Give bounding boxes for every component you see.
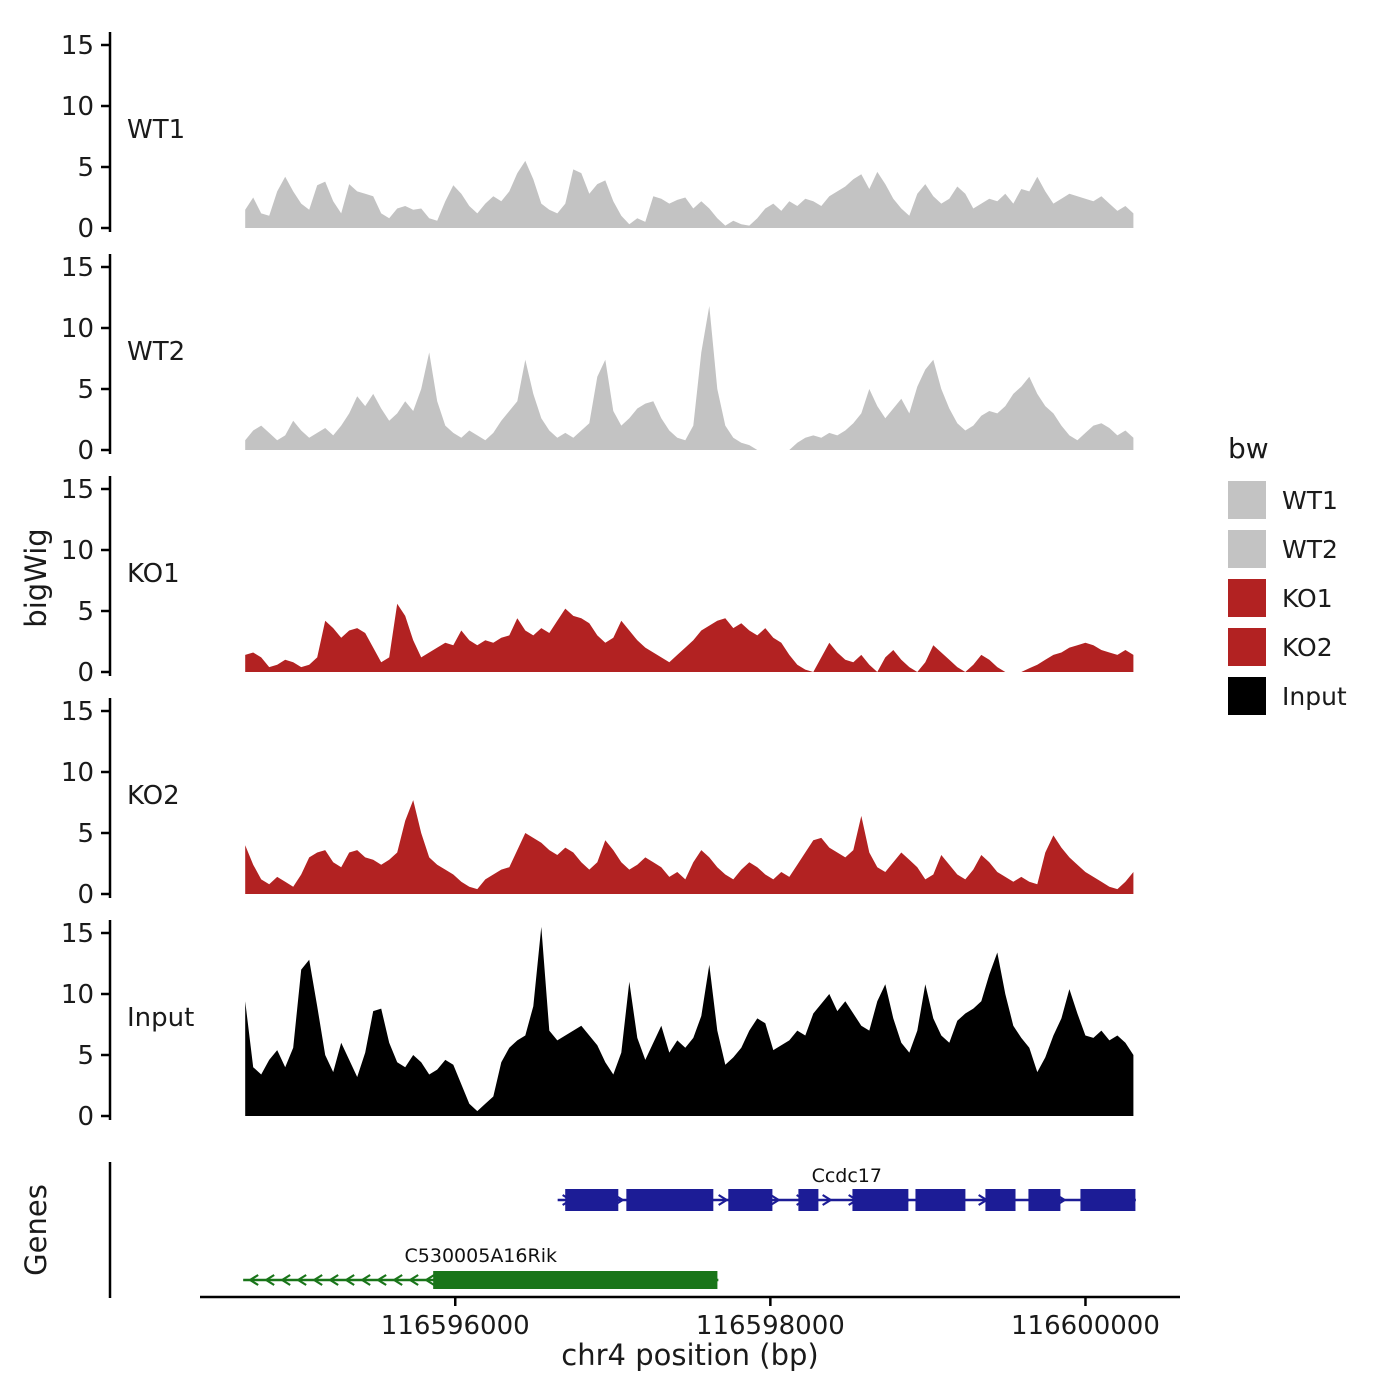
y-tick-label: 15	[61, 697, 94, 727]
legend-item-label: WT1	[1282, 485, 1338, 515]
strand-arrow-icon	[280, 1274, 291, 1286]
strand-arrow-icon	[360, 1274, 371, 1286]
y-tick-label: 5	[77, 153, 94, 183]
legend-swatch	[1228, 677, 1266, 715]
y-tick-label: 0	[77, 436, 94, 466]
y-tick-label: 15	[61, 919, 94, 949]
legend-item: WT1	[1228, 481, 1347, 519]
strand-arrow-icon	[312, 1274, 323, 1286]
x-tick-label: 116596000	[381, 1311, 530, 1341]
gene-exon	[852, 1189, 909, 1211]
y-tick-label: 5	[77, 819, 94, 849]
x-tick-label: 116600000	[1011, 1311, 1160, 1341]
track-label: WT1	[127, 115, 185, 145]
legend-item-label: KO1	[1282, 583, 1333, 613]
strand-arrow-icon	[248, 1274, 259, 1286]
strand-arrow-icon	[344, 1274, 355, 1286]
track-label: KO2	[127, 781, 180, 811]
gene-exon	[798, 1189, 819, 1211]
legend-item-label: Input	[1282, 681, 1347, 711]
strand-arrow-icon	[822, 1194, 833, 1206]
y-tick-label: 10	[61, 314, 94, 344]
y-tick-label: 10	[61, 92, 94, 122]
coverage-area-wt2	[245, 306, 1134, 450]
legend-title: bw	[1228, 432, 1269, 465]
legend-swatch	[1228, 579, 1266, 617]
strand-arrow-icon	[424, 1274, 435, 1286]
gene-exon	[985, 1189, 1016, 1211]
x-tick-label: 116598000	[696, 1311, 845, 1341]
y-tick-label: 5	[77, 597, 94, 627]
y-tick-label: 10	[61, 536, 94, 566]
y-tick-label: 10	[61, 758, 94, 788]
legend-swatch	[1228, 628, 1266, 666]
strand-arrow-icon	[328, 1274, 339, 1286]
strand-arrow-icon	[408, 1274, 419, 1286]
coverage-area-input	[245, 926, 1134, 1116]
gene-exon	[565, 1189, 619, 1211]
x-axis-title: chr4 position (bp)	[561, 1338, 819, 1372]
y-tick-label: 15	[61, 253, 94, 283]
legend-item: KO1	[1228, 579, 1347, 617]
gene-label: Ccdc17	[812, 1165, 882, 1187]
legend-item-label: KO2	[1282, 632, 1333, 662]
gene-exon	[1080, 1189, 1136, 1211]
strand-arrow-icon	[718, 1194, 729, 1206]
coverage-area-ko1	[245, 603, 1134, 672]
strand-arrow-icon	[264, 1274, 275, 1286]
y-tick-label: 0	[77, 1102, 94, 1132]
track-label: KO1	[127, 559, 180, 589]
gene-exon	[1028, 1189, 1061, 1211]
gene-exon	[626, 1189, 714, 1211]
gene-exon	[433, 1271, 718, 1289]
y-tick-label: 15	[61, 31, 94, 61]
strand-arrow-icon	[392, 1274, 403, 1286]
track-label: Input	[127, 1003, 194, 1033]
legend-item: KO2	[1228, 628, 1347, 666]
y-tick-label: 15	[61, 475, 94, 505]
gene-exon	[915, 1189, 966, 1211]
legend-items: WT1 WT2 KO1 KO2 Input	[1228, 481, 1347, 715]
y-tick-label: 0	[77, 880, 94, 910]
legend-item: WT2	[1228, 530, 1347, 568]
strand-arrow-icon	[376, 1274, 387, 1286]
legend: bw WT1 WT2 KO1 KO2 Input	[1228, 432, 1347, 726]
y-tick-label: 0	[77, 658, 94, 688]
gene-exon	[728, 1189, 773, 1211]
genes-axis-title: Genes	[19, 1184, 53, 1276]
legend-item: Input	[1228, 677, 1347, 715]
y-tick-label: 0	[77, 214, 94, 244]
strand-arrow-icon	[296, 1274, 307, 1286]
strand-arrow-icon	[770, 1194, 781, 1206]
coverage-area-wt1	[245, 160, 1134, 228]
legend-item-label: WT2	[1282, 534, 1338, 564]
coverage-area-ko2	[245, 800, 1134, 894]
legend-swatch	[1228, 481, 1266, 519]
y-tick-label: 5	[77, 1041, 94, 1071]
legend-swatch	[1228, 530, 1266, 568]
y-tick-label: 10	[61, 980, 94, 1010]
track-label: WT2	[127, 337, 185, 367]
y-axis-title: bigWig	[19, 528, 53, 628]
y-tick-label: 5	[77, 375, 94, 405]
gene-label: C530005A16Rik	[405, 1245, 557, 1267]
